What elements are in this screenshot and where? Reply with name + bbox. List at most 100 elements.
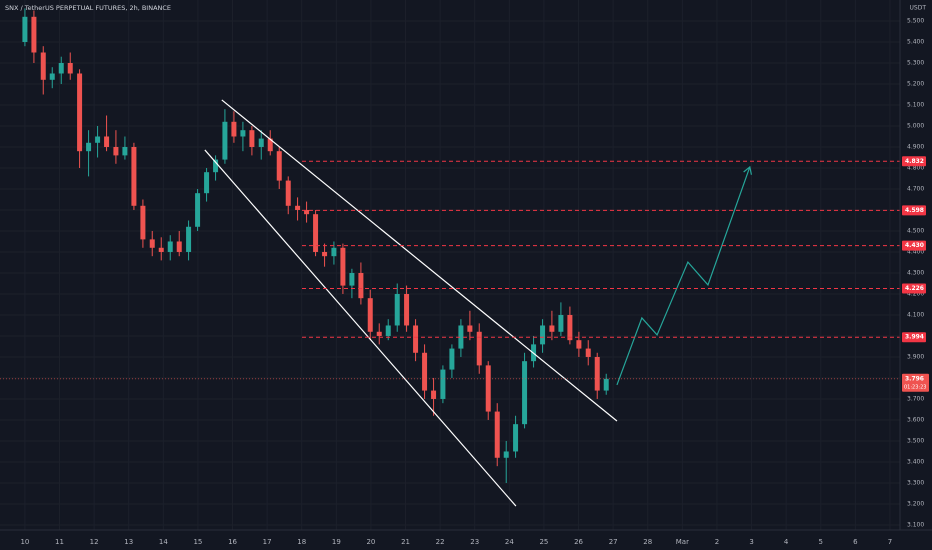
x-tick-label: 4 <box>784 538 789 546</box>
x-tick-label: 12 <box>90 538 99 546</box>
y-tick-label: 5.100 <box>907 101 924 108</box>
candle-body <box>413 325 419 353</box>
y-tick-label: 5.000 <box>907 122 924 129</box>
candle-body <box>40 52 46 80</box>
level-label: 4.832 <box>905 158 924 165</box>
projection-arrowhead <box>743 165 753 175</box>
last-price-label: 3.796 <box>905 375 924 382</box>
y-tick-label: 3.100 <box>907 521 924 528</box>
candle-body <box>158 247 164 252</box>
candle-body <box>358 272 364 299</box>
y-unit: USDT <box>910 5 927 12</box>
x-tick-label: 22 <box>436 538 445 546</box>
candle-body <box>95 136 101 143</box>
candle-body <box>440 369 446 399</box>
x-tick-label: 15 <box>193 538 202 546</box>
y-tick-label: 5.400 <box>907 38 924 45</box>
candle-body <box>522 361 528 425</box>
x-tick-label: 16 <box>228 538 237 546</box>
candle-body <box>503 451 509 458</box>
y-tick-label: 4.900 <box>907 143 924 150</box>
candle-body <box>603 378 609 391</box>
candle-body <box>404 293 410 326</box>
candle-body <box>149 239 155 248</box>
x-tick-label: 21 <box>401 538 410 546</box>
chart-title: SNX / TetherUS PERPETUAL FUTURES, 2h, BI… <box>5 4 171 12</box>
y-tick-label: 4.400 <box>907 248 924 255</box>
y-tick-label: 4.200 <box>907 290 924 297</box>
x-tick-label: 10 <box>20 538 29 546</box>
candle-body <box>322 251 328 257</box>
candle-body <box>367 298 373 332</box>
candle-body <box>86 142 92 152</box>
candle-body <box>549 325 555 332</box>
candle-body <box>385 325 391 336</box>
candle-body <box>558 314 564 332</box>
candle-body <box>77 73 83 152</box>
candle-body <box>186 226 192 252</box>
level-label-bg <box>902 156 926 167</box>
candle-body <box>467 325 473 332</box>
candle-body <box>585 348 591 357</box>
candle-body <box>140 205 146 240</box>
candle-body <box>313 214 319 252</box>
candle-body <box>195 193 201 227</box>
level-label: 3.994 <box>905 334 924 341</box>
candle-body <box>276 151 282 181</box>
x-tick-label: 28 <box>643 538 652 546</box>
x-tick-label: Mar <box>676 538 689 546</box>
candle-body <box>31 16 37 53</box>
x-tick-label: 11 <box>55 538 64 546</box>
trendline <box>204 149 517 507</box>
y-tick-label: 3.400 <box>907 458 924 465</box>
y-tick-label: 4.700 <box>907 185 924 192</box>
x-tick-label: 24 <box>505 538 514 546</box>
x-tick-label: 2 <box>715 538 719 546</box>
last-price-bg <box>902 373 929 392</box>
y-tick-label: 3.500 <box>907 437 924 444</box>
candle-body <box>431 390 437 399</box>
candle-body <box>513 424 519 452</box>
y-tick-label: 4.100 <box>907 311 924 318</box>
candle-body <box>422 352 428 391</box>
candle-body <box>485 365 491 412</box>
x-tick-label: 19 <box>332 538 341 546</box>
y-tick-label: 3.200 <box>907 500 924 507</box>
level-label-bg <box>902 332 926 343</box>
candle-body <box>576 340 582 349</box>
candle-body <box>340 247 346 286</box>
candle-body <box>494 411 500 458</box>
candle-body <box>567 314 573 341</box>
level-label: 4.430 <box>905 242 924 249</box>
candle-body <box>213 159 219 173</box>
level-label: 4.226 <box>905 285 924 292</box>
x-tick-label: 23 <box>470 538 479 546</box>
candle-body <box>113 146 119 156</box>
candle-body <box>104 136 110 147</box>
candle-body <box>267 138 273 152</box>
candle-body <box>304 209 310 215</box>
y-tick-label: 5.200 <box>907 80 924 87</box>
candle-body <box>249 130 255 147</box>
x-tick-label: 17 <box>263 538 272 546</box>
x-tick-label: 26 <box>574 538 583 546</box>
countdown: 01:23:23 <box>904 384 926 390</box>
level-label-bg <box>902 283 926 294</box>
x-tick-label: 13 <box>124 538 133 546</box>
x-tick-label: 7 <box>888 538 892 546</box>
projection-path <box>616 166 751 386</box>
candle-body <box>167 241 173 252</box>
level-label-bg <box>902 205 926 216</box>
candle-body <box>376 331 382 336</box>
candle-body <box>131 146 137 206</box>
x-tick-label: 3 <box>749 538 753 546</box>
candle-body <box>176 241 182 252</box>
y-tick-label: 4.500 <box>907 227 924 234</box>
candle-body <box>295 205 301 210</box>
level-label-bg <box>902 240 926 251</box>
x-tick-label: 18 <box>297 538 306 546</box>
candle-body <box>594 356 600 391</box>
candle-body <box>122 146 128 156</box>
y-tick-label: 5.300 <box>907 59 924 66</box>
